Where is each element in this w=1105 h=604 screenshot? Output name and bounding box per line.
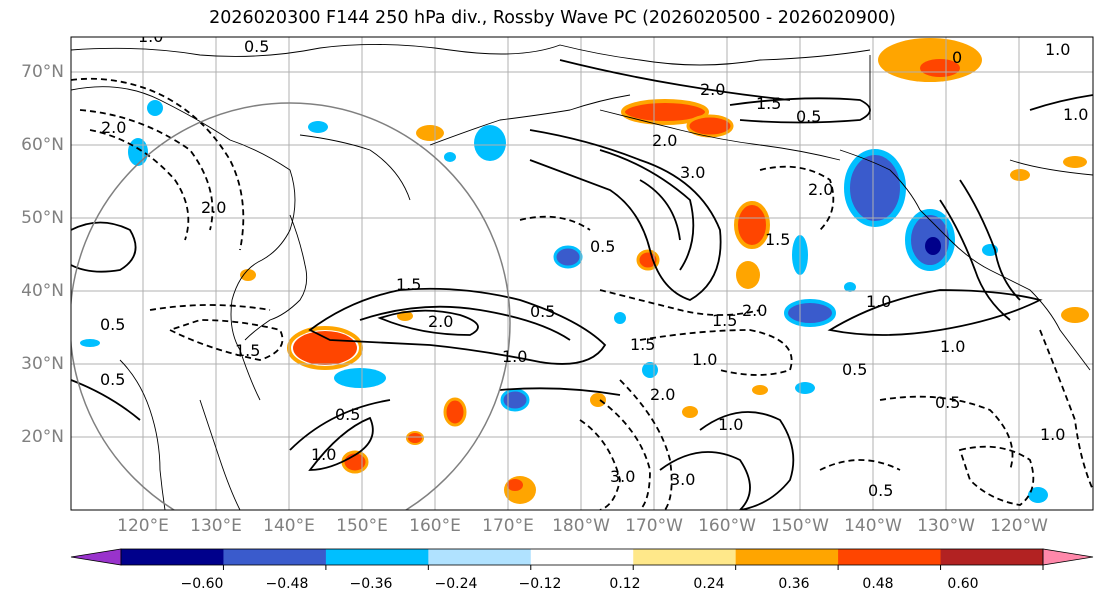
colorbar-tick-label: 0.48	[862, 576, 894, 592]
colorbar-tick-label: 0.12	[609, 576, 641, 592]
contour-labels: 0.5 1.0 2.0 2.0 2.0 1.5 1.0 0.5 0.5 1.0 …	[100, 27, 1088, 500]
map-title: 2026020300 F144 250 hPa div., Rossby Wav…	[209, 8, 896, 28]
lat-label-60n: 60°N	[21, 135, 64, 155]
contour-label: 1.0	[1045, 40, 1070, 59]
contour-label: 0.5	[590, 237, 615, 256]
contour-label: 0.5	[335, 405, 360, 424]
contour-label: 0.5	[868, 481, 893, 500]
contour-label: 3.0	[680, 163, 705, 182]
contour-label: 0.5	[935, 393, 960, 412]
lon-label: 160°E	[409, 516, 461, 536]
contour-label: 1.5	[756, 94, 781, 113]
colorbar-segment	[530, 549, 634, 565]
coastlines	[71, 44, 1093, 510]
lat-label-20n: 20°N	[21, 427, 64, 447]
colorbar-extend-low	[70, 548, 122, 566]
contour-label: 0.5	[842, 360, 867, 379]
colorbar-outline	[120, 548, 1044, 566]
contour-label: 2.0	[101, 118, 126, 137]
colorbar-segment	[735, 549, 839, 565]
contour-label: 1.5	[235, 341, 260, 360]
lon-label: 120°E	[117, 516, 169, 536]
colorbar-segment	[940, 549, 1044, 565]
contour-label: 0.5	[100, 370, 125, 389]
contour-label: 0.5	[796, 107, 821, 126]
contour-label: 1.0	[940, 337, 965, 356]
lon-label: 130°W	[917, 516, 975, 536]
lon-label: 170°W	[625, 516, 683, 536]
lon-label: 140°E	[263, 516, 315, 536]
colorbar	[70, 548, 1094, 570]
contour-label: 1.0	[718, 415, 743, 434]
map-background	[71, 37, 1093, 510]
positive-contours	[71, 59, 1093, 510]
contour-label: 1.0	[692, 350, 717, 369]
contour-label: 0	[952, 48, 962, 67]
contour-label: 2.0	[808, 180, 833, 199]
colorbar-tick-label: 0.36	[778, 576, 810, 592]
contour-label: 0.5	[100, 315, 125, 334]
colorbar-tick-label: −0.48	[265, 576, 309, 592]
contour-label: 3.0	[610, 467, 635, 486]
lon-label: 150°E	[336, 516, 388, 536]
divergence-shading	[80, 38, 1089, 504]
lat-label-70n: 70°N	[21, 62, 64, 82]
colorbar-tick-label: −0.60	[180, 576, 224, 592]
map-gridlines	[71, 37, 1093, 510]
colorbar-segment	[428, 549, 532, 565]
lon-label: 170°E	[482, 516, 534, 536]
lat-label-50n: 50°N	[21, 208, 64, 228]
lon-label: 140°W	[844, 516, 902, 536]
contour-label: 1.0	[1040, 425, 1065, 444]
colorbar-tick-label: −0.36	[349, 576, 393, 592]
map-frame	[70, 36, 1094, 511]
lat-label-40n: 40°N	[21, 281, 64, 301]
contour-label: 0.5	[244, 37, 269, 56]
contour-label: 1.0	[866, 292, 891, 311]
colorbar-segment	[325, 549, 429, 565]
colorbar-tick-label: 0.24	[693, 576, 725, 592]
colorbar-segment	[223, 549, 327, 565]
contour-label: 2.0	[652, 131, 677, 150]
contour-label: 2.0	[428, 312, 453, 331]
colorbar-segment	[838, 549, 942, 565]
contour-label: 2.0	[742, 301, 767, 320]
contour-label: 0.5	[530, 302, 555, 321]
colorbar-tick-label: −0.24	[434, 576, 478, 592]
lon-label: 160°W	[698, 516, 756, 536]
lon-label: 150°W	[771, 516, 829, 536]
colorbar-tick-label: 0.60	[947, 576, 979, 592]
lat-label-30n: 30°N	[21, 354, 64, 374]
contour-label: 1.0	[138, 27, 163, 46]
contour-label: 2.0	[201, 198, 226, 217]
negative-contours	[71, 77, 1093, 510]
colorbar-segment	[633, 549, 737, 565]
contour-label: 1.0	[1063, 105, 1088, 124]
contour-label: 1.0	[502, 347, 527, 366]
contour-label: 1.5	[712, 311, 737, 330]
lon-label: 180°W	[552, 516, 610, 536]
contour-label: 1.5	[765, 230, 790, 249]
contour-label: 1.5	[396, 275, 421, 294]
lon-label: 130°E	[190, 516, 242, 536]
contour-label: 1.0	[311, 445, 336, 464]
colorbar-extend-high	[1042, 548, 1094, 566]
colorbar-segment	[121, 549, 224, 565]
reference-circle	[71, 102, 511, 510]
contour-label: 1.5	[630, 335, 655, 354]
contour-label: 2.0	[650, 385, 675, 404]
contour-label: 2.0	[700, 80, 725, 99]
colorbar-tick-label: −0.12	[518, 576, 562, 592]
contour-label: 3.0	[670, 470, 695, 489]
lon-label: 120°W	[990, 516, 1048, 536]
